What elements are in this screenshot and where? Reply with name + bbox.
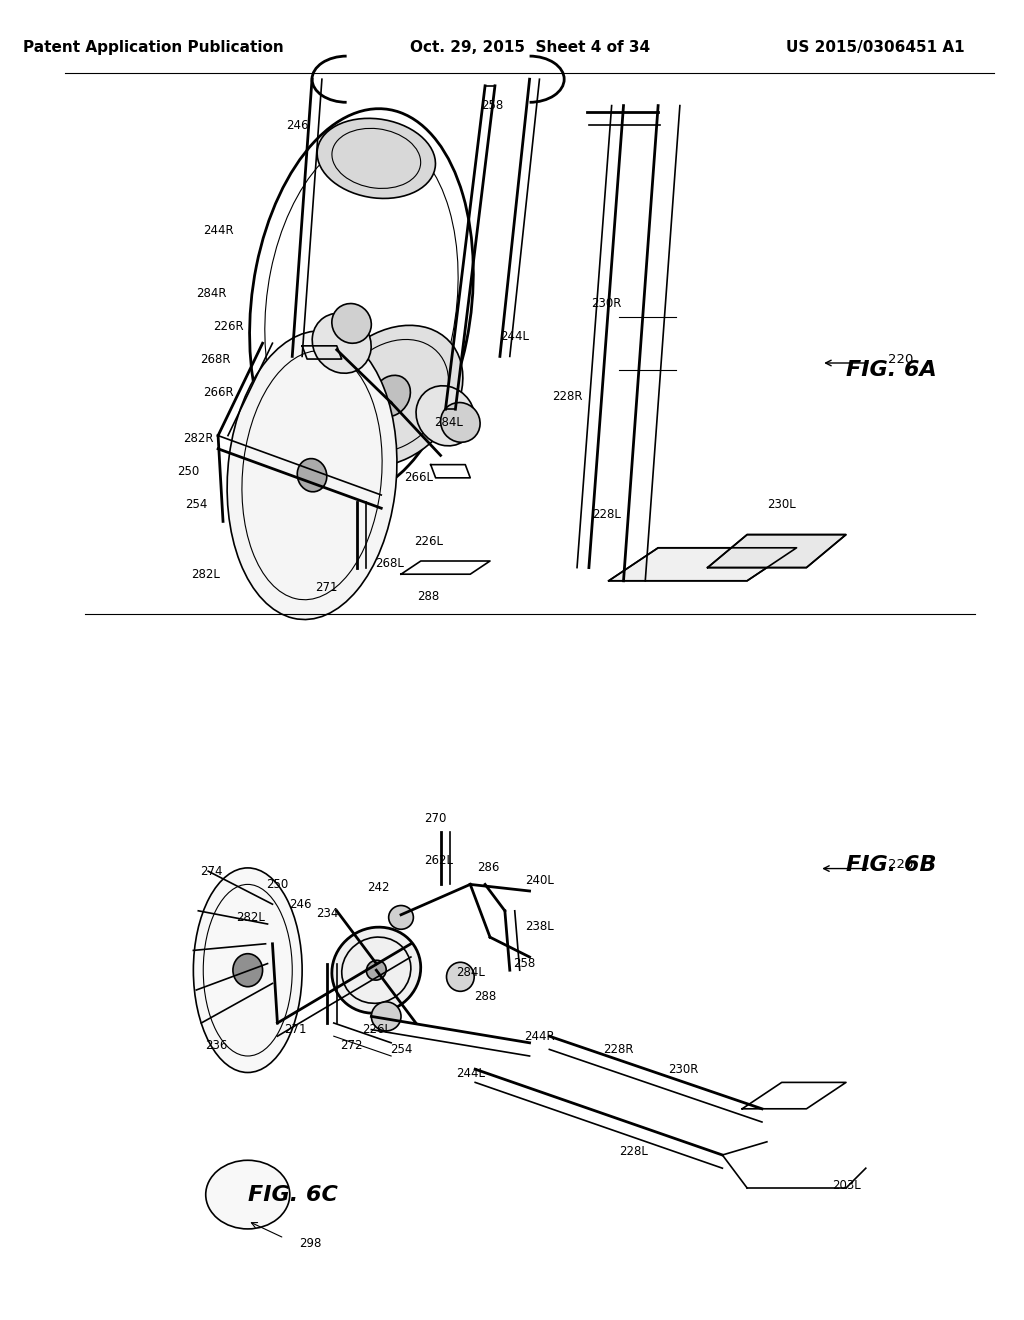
Text: 271: 271 [315, 581, 338, 594]
Text: 244L: 244L [456, 1067, 484, 1080]
Text: 272: 272 [340, 1039, 362, 1052]
Text: 246: 246 [289, 898, 311, 911]
Ellipse shape [446, 962, 474, 991]
Text: 271: 271 [284, 1023, 306, 1036]
Text: 258: 258 [513, 957, 536, 970]
Text: FIG. 6A: FIG. 6A [846, 359, 937, 380]
Text: 228R: 228R [603, 1043, 634, 1056]
Ellipse shape [332, 304, 372, 343]
Text: 244L: 244L [501, 330, 529, 343]
Text: 220: 220 [888, 858, 913, 871]
Text: FIG. 6B: FIG. 6B [846, 854, 937, 875]
Polygon shape [708, 535, 846, 568]
Text: 266L: 266L [404, 471, 433, 484]
Text: 282R: 282R [183, 432, 214, 445]
Text: 228R: 228R [552, 389, 583, 403]
Ellipse shape [367, 960, 386, 981]
Text: 284L: 284L [456, 966, 484, 979]
Ellipse shape [416, 385, 475, 446]
Text: 234: 234 [315, 907, 338, 920]
Ellipse shape [227, 331, 397, 619]
Text: 238L: 238L [525, 920, 554, 933]
Text: 203L: 203L [831, 1179, 860, 1192]
Text: 226L: 226L [361, 1023, 391, 1036]
Text: 230R: 230R [668, 1063, 698, 1076]
Text: 266R: 266R [203, 385, 233, 399]
Text: 228L: 228L [618, 1144, 648, 1158]
Text: 240L: 240L [525, 874, 554, 887]
Text: 258: 258 [481, 99, 503, 112]
Ellipse shape [232, 953, 262, 987]
Text: 220: 220 [888, 352, 913, 366]
Text: 282L: 282L [190, 568, 220, 581]
Ellipse shape [206, 1160, 290, 1229]
Text: 244R: 244R [524, 1030, 555, 1043]
Text: 226R: 226R [213, 319, 244, 333]
Ellipse shape [317, 119, 435, 198]
Ellipse shape [372, 1002, 401, 1031]
Text: 246: 246 [286, 119, 308, 132]
Ellipse shape [319, 325, 463, 467]
Text: 250: 250 [266, 878, 289, 891]
Text: 282L: 282L [237, 911, 265, 924]
Text: 262L: 262L [424, 854, 453, 867]
Text: 228L: 228L [592, 508, 622, 521]
Text: 244R: 244R [203, 224, 233, 238]
Ellipse shape [332, 927, 421, 1014]
Text: 254: 254 [390, 1043, 413, 1056]
Text: US 2015/0306451 A1: US 2015/0306451 A1 [786, 40, 965, 55]
Text: 284R: 284R [196, 286, 226, 300]
Ellipse shape [389, 906, 414, 929]
Text: 286: 286 [477, 861, 500, 874]
Text: 274: 274 [200, 865, 222, 878]
Text: 268L: 268L [375, 557, 403, 570]
Ellipse shape [312, 313, 371, 374]
Text: 230L: 230L [767, 498, 796, 511]
Text: 268R: 268R [200, 352, 230, 366]
Text: 288: 288 [474, 990, 497, 1003]
Text: 242: 242 [367, 880, 389, 894]
Polygon shape [608, 548, 797, 581]
Text: FIG. 6C: FIG. 6C [248, 1184, 338, 1205]
Text: 226L: 226L [415, 535, 443, 548]
Text: 230R: 230R [592, 297, 622, 310]
Text: Patent Application Publication: Patent Application Publication [24, 40, 285, 55]
Text: 298: 298 [299, 1237, 322, 1250]
Text: 254: 254 [185, 498, 208, 511]
Ellipse shape [297, 458, 327, 492]
Text: Oct. 29, 2015  Sheet 4 of 34: Oct. 29, 2015 Sheet 4 of 34 [410, 40, 649, 55]
Text: 250: 250 [177, 465, 200, 478]
Text: 288: 288 [418, 590, 440, 603]
Ellipse shape [440, 403, 480, 442]
Ellipse shape [194, 869, 302, 1072]
Text: 236: 236 [205, 1039, 227, 1052]
Text: 284L: 284L [434, 416, 463, 429]
Text: 270: 270 [424, 812, 446, 825]
Ellipse shape [372, 375, 411, 417]
